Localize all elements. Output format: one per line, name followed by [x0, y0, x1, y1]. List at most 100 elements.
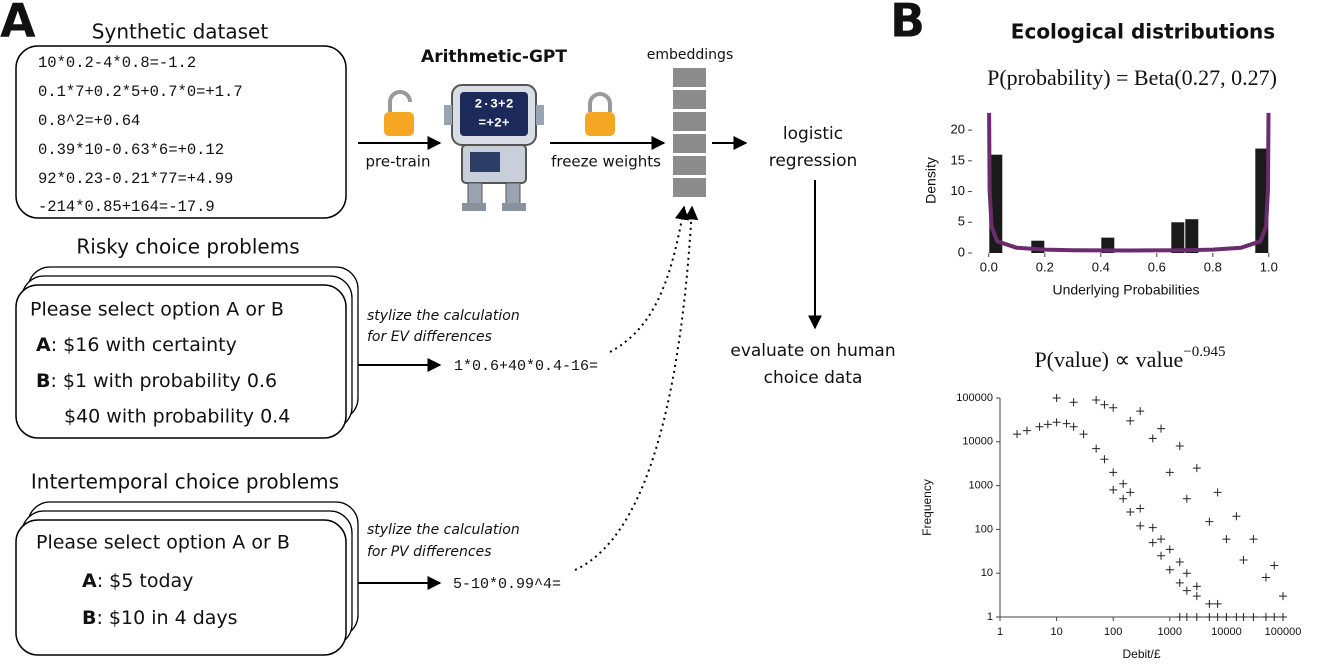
point — [1157, 535, 1166, 544]
stylize-label: for EV differences — [367, 329, 492, 345]
x-tick-label: 1.0 — [1260, 259, 1278, 274]
point — [1100, 400, 1109, 409]
y-tick-label: 0 — [958, 244, 965, 259]
point — [1249, 535, 1258, 544]
point — [1192, 582, 1201, 591]
point — [1148, 523, 1157, 532]
point — [1213, 599, 1222, 608]
point — [1279, 592, 1287, 601]
x-tick-label: 1 — [997, 626, 1003, 638]
y-tick-label: 1 — [987, 611, 993, 623]
option: $40 with probability 0.4 — [64, 406, 290, 428]
y-tick-label: 100 — [975, 523, 993, 535]
stylize-label: stylize the calculation — [367, 308, 520, 324]
point — [1232, 613, 1241, 621]
point — [1035, 422, 1044, 431]
option-text: : $10 in 4 days — [96, 607, 237, 629]
robot-screen: =+2+ — [478, 115, 509, 130]
point — [1182, 569, 1191, 578]
panel-title: Ecological distributions — [1011, 20, 1275, 44]
point — [1213, 488, 1222, 497]
point — [1126, 507, 1135, 516]
point — [1062, 419, 1071, 428]
point — [1157, 424, 1166, 433]
option-label: A — [36, 334, 51, 356]
point — [1175, 558, 1184, 567]
x-tick-label: 0.6 — [1148, 259, 1166, 274]
point — [1013, 430, 1022, 439]
point — [1182, 494, 1191, 503]
point — [1261, 573, 1270, 582]
point — [1136, 407, 1145, 416]
option: B: $1 with probability 0.6 — [36, 370, 277, 392]
embeddings-stack — [673, 68, 706, 197]
point — [1222, 613, 1231, 621]
expression: 1*0.6+40*0.4-16= — [454, 358, 598, 375]
point — [1232, 512, 1241, 521]
point — [1119, 479, 1128, 488]
point — [1222, 535, 1231, 544]
problem-card — [15, 284, 347, 439]
point — [1126, 416, 1135, 425]
point — [1136, 504, 1145, 513]
option-text: : $5 today — [97, 570, 194, 592]
point — [1205, 517, 1214, 526]
density-curve — [987, 112, 1271, 253]
dataset-box — [15, 45, 347, 219]
section-title: Risky choice problems — [76, 235, 299, 259]
point — [1069, 398, 1078, 407]
point — [1270, 613, 1279, 621]
y-tick-label: 100000 — [956, 392, 993, 404]
model-name: Arithmetic-GPT — [421, 47, 567, 67]
point — [1213, 613, 1222, 621]
panel-label: B — [890, 0, 925, 48]
dataset-line: 92*0.23-0.21*77=+4.99 — [38, 170, 233, 188]
point — [1079, 430, 1088, 439]
point — [1239, 556, 1248, 565]
point — [1109, 468, 1118, 477]
dataset-line: 0.1*7+0.2*5+0.7*0=+1.7 — [38, 83, 243, 101]
y-tick-label: 10 — [951, 183, 965, 198]
point — [1175, 578, 1184, 587]
y-tick-label: 15 — [951, 152, 965, 167]
point — [1109, 403, 1118, 412]
robot-icon — [444, 84, 544, 211]
arrow-label: freeze weights — [551, 153, 661, 171]
point — [1052, 394, 1061, 402]
formula-base: P(value) ∝ value — [1034, 347, 1183, 372]
point — [1165, 545, 1174, 554]
point — [1109, 485, 1118, 494]
bar — [1171, 222, 1185, 253]
point — [1182, 613, 1191, 621]
section-title: Intertemporal choice problems — [31, 470, 339, 494]
point — [1270, 561, 1279, 570]
point — [1205, 599, 1214, 608]
point — [1069, 422, 1078, 431]
y-tick-label: 1000 — [969, 480, 993, 492]
point — [1092, 444, 1101, 453]
problem-card — [15, 519, 347, 656]
point — [1092, 396, 1101, 405]
x-tick-label: 10000 — [1211, 626, 1242, 638]
panel-label: A — [0, 0, 36, 48]
option: A: $16 with certainty — [36, 334, 237, 356]
point — [1192, 592, 1201, 601]
point — [1119, 494, 1128, 503]
point — [1165, 468, 1174, 477]
unlocked-icon — [384, 90, 414, 136]
formula: P(probability) = Beta(0.27, 0.27) — [987, 65, 1277, 90]
x-tick-label: 100000 — [1265, 626, 1302, 638]
point — [1279, 613, 1287, 621]
embeddings-label: embeddings — [647, 47, 733, 63]
prompt: Please select option A or B — [30, 299, 284, 321]
option-label: B — [36, 370, 50, 392]
dataset-line: 0.39*10-0.63*6=+0.12 — [38, 141, 224, 159]
robot-screen: 2·3+2 — [474, 96, 513, 111]
point — [1148, 538, 1157, 547]
point — [1192, 464, 1201, 473]
y-tick-label: 10 — [981, 567, 993, 579]
point — [1175, 442, 1184, 451]
point — [1100, 455, 1109, 464]
point — [1261, 613, 1270, 621]
